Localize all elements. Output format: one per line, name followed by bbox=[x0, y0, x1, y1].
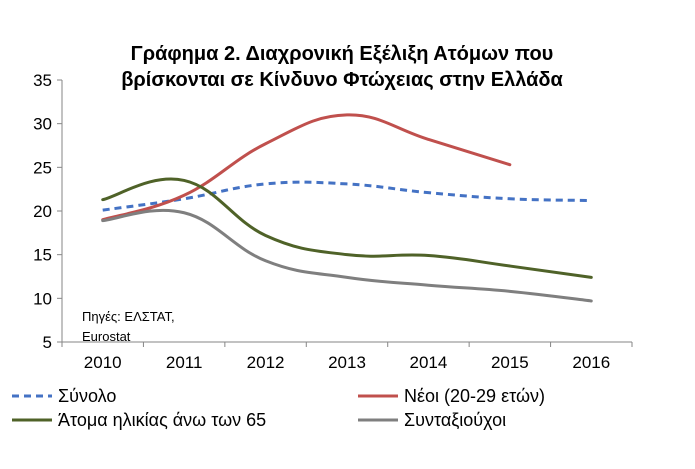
series-lines bbox=[101, 113, 593, 303]
x-tick-label: 2013 bbox=[328, 353, 366, 372]
legend-label-3: Συνταξιούχοι bbox=[404, 410, 506, 430]
y-tick-label: 15 bbox=[33, 246, 52, 265]
legend-label-1: Νέοι (20-29 ετών) bbox=[404, 386, 545, 406]
y-tick-label: 30 bbox=[33, 115, 52, 134]
legend-label-0: Σύνολο bbox=[58, 386, 116, 406]
y-tick-label: 35 bbox=[33, 71, 52, 90]
chart-title-line-2: βρίσκονται σε Κίνδυνο Φτώχειας στην Ελλά… bbox=[121, 69, 563, 91]
y-tick-label: 5 bbox=[43, 333, 52, 352]
legend: Σύνολο Νέοι (20-29 ετών) Άτομα ηλικίας άνω… bbox=[12, 386, 545, 430]
chart-title-line-1: Γράφημα 2. Διαχρονική Εξέλιξη Ατόμων που bbox=[131, 43, 554, 65]
x-tick-label: 2011 bbox=[166, 353, 203, 372]
x-tick-label: 2012 bbox=[247, 353, 285, 372]
x-tick-label: 2014 bbox=[410, 353, 448, 372]
x-tick-label: 2015 bbox=[491, 353, 529, 372]
series-line-1 bbox=[101, 113, 512, 222]
x-tick-label: 2010 bbox=[84, 353, 122, 372]
x-axis-ticks: 2010 2011 2012 2013 2014 2015 2016 bbox=[61, 342, 633, 372]
source-note-line-2: Eurostat bbox=[82, 329, 131, 344]
y-tick-label: 10 bbox=[33, 289, 52, 308]
source-note-line-1: Πηγές: ΕΛΣΤΑΤ, bbox=[82, 309, 175, 324]
series-line-0 bbox=[102, 180, 592, 212]
y-tick-label: 25 bbox=[33, 158, 52, 177]
series-line-3 bbox=[101, 208, 593, 303]
series-line-2 bbox=[101, 177, 593, 279]
y-axis-ticks: 5 10 15 20 25 30 35 bbox=[33, 71, 62, 352]
x-tick-label: 2016 bbox=[572, 353, 610, 372]
legend-label-2: Άτομα ηλικίας άνω των 65 bbox=[58, 410, 266, 430]
y-tick-label: 20 bbox=[33, 202, 52, 221]
